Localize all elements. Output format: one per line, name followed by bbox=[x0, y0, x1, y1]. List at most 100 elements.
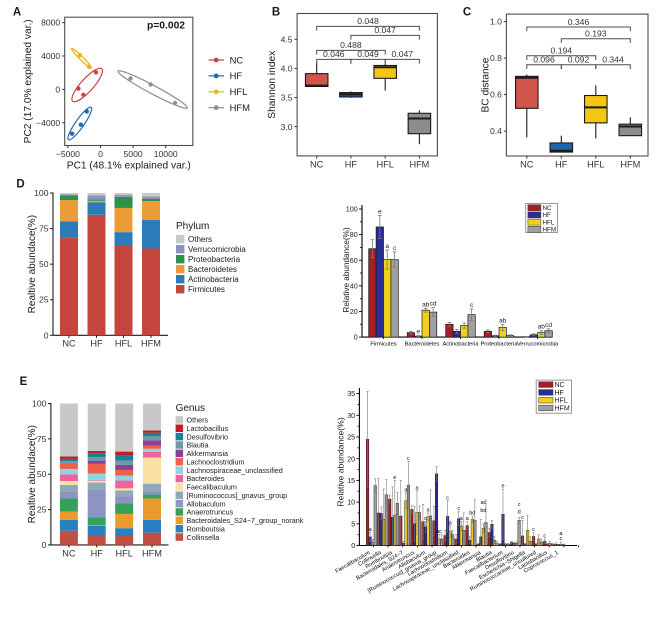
svg-text:Genus: Genus bbox=[176, 403, 205, 414]
svg-text:100: 100 bbox=[34, 188, 49, 198]
svg-text:Allobaculum: Allobaculum bbox=[187, 499, 226, 508]
svg-text:0.048: 0.048 bbox=[357, 16, 379, 26]
svg-text:0.047: 0.047 bbox=[392, 49, 414, 59]
svg-text:30: 30 bbox=[347, 411, 355, 420]
svg-text:ab: ab bbox=[422, 301, 430, 308]
svg-text:50: 50 bbox=[37, 469, 47, 479]
svg-text:3.5: 3.5 bbox=[281, 93, 293, 103]
svg-text:0.096: 0.096 bbox=[533, 55, 555, 65]
svg-text:a: a bbox=[449, 521, 453, 527]
svg-text:HFL: HFL bbox=[115, 339, 132, 349]
svg-text:Blautia: Blautia bbox=[187, 441, 209, 450]
svg-text:a: a bbox=[426, 508, 430, 514]
svg-text:HFL: HFL bbox=[377, 159, 394, 169]
svg-text:NC: NC bbox=[310, 159, 324, 169]
svg-text:4000: 4000 bbox=[41, 51, 60, 61]
svg-text:20: 20 bbox=[347, 454, 355, 463]
svg-text:Akkermansia: Akkermansia bbox=[187, 449, 229, 458]
svg-text:c: c bbox=[518, 502, 521, 508]
svg-text:Anaerotruncus: Anaerotruncus bbox=[187, 508, 234, 517]
svg-text:HFM: HFM bbox=[543, 227, 557, 234]
svg-text:20: 20 bbox=[350, 307, 358, 316]
svg-text:25: 25 bbox=[39, 295, 49, 305]
svg-text:c: c bbox=[521, 515, 524, 521]
svg-text:ab: ab bbox=[538, 324, 546, 331]
svg-text:Realtive abundace(%): Realtive abundace(%) bbox=[27, 215, 38, 313]
svg-text:0.346: 0.346 bbox=[568, 17, 590, 27]
svg-text:bd: bd bbox=[469, 511, 475, 517]
svg-text:5000: 5000 bbox=[124, 149, 143, 159]
svg-text:HFL: HFL bbox=[230, 86, 248, 97]
svg-text:−4000: −4000 bbox=[36, 118, 60, 128]
svg-text:HFM: HFM bbox=[409, 159, 429, 169]
svg-text:Collinsella: Collinsella bbox=[187, 533, 220, 542]
svg-text:ac: ac bbox=[436, 529, 442, 535]
svg-text:a: a bbox=[415, 485, 419, 491]
svg-text:a: a bbox=[404, 488, 408, 494]
svg-text:Proteobacteria: Proteobacteria bbox=[188, 255, 241, 264]
svg-text:Desulfovibrio: Desulfovibrio bbox=[187, 432, 229, 441]
svg-text:25: 25 bbox=[347, 433, 355, 442]
svg-text:NC: NC bbox=[520, 160, 534, 170]
svg-text:0.092: 0.092 bbox=[568, 55, 590, 65]
svg-text:ab: ab bbox=[499, 317, 507, 324]
svg-text:0.194: 0.194 bbox=[551, 46, 573, 56]
svg-text:0.344: 0.344 bbox=[602, 55, 624, 65]
svg-text:8000: 8000 bbox=[41, 18, 60, 28]
svg-text:0.4: 0.4 bbox=[490, 126, 502, 136]
svg-text:a: a bbox=[466, 516, 470, 522]
svg-text:a: a bbox=[460, 516, 464, 522]
svg-text:HFL: HFL bbox=[587, 160, 604, 170]
svg-text:Firmicutes: Firmicutes bbox=[370, 342, 396, 348]
svg-text:A: A bbox=[13, 7, 21, 19]
svg-text:0.193: 0.193 bbox=[585, 29, 607, 39]
svg-text:B: B bbox=[272, 7, 280, 19]
svg-text:e: e bbox=[501, 484, 504, 490]
svg-text:0: 0 bbox=[351, 541, 355, 550]
svg-text:Relative abundance(%): Relative abundance(%) bbox=[342, 227, 351, 312]
svg-text:Actinobacteria: Actinobacteria bbox=[188, 275, 239, 284]
svg-text:HFL: HFL bbox=[543, 219, 555, 226]
svg-text:e: e bbox=[378, 208, 382, 215]
svg-text:HF: HF bbox=[90, 339, 103, 349]
svg-text:bd: bd bbox=[480, 508, 486, 514]
svg-text:e: e bbox=[416, 329, 420, 336]
svg-text:cd: cd bbox=[545, 322, 552, 329]
svg-text:Faecalibaculum: Faecalibaculum bbox=[187, 483, 237, 492]
svg-text:5: 5 bbox=[351, 519, 355, 528]
svg-text:HFL: HFL bbox=[555, 398, 568, 405]
svg-text:c: c bbox=[393, 245, 397, 252]
svg-text:0: 0 bbox=[98, 149, 103, 159]
svg-text:15: 15 bbox=[347, 476, 355, 485]
svg-text:4.5: 4.5 bbox=[281, 34, 293, 44]
svg-text:HF: HF bbox=[345, 159, 358, 169]
svg-text:HFM: HFM bbox=[142, 549, 162, 559]
svg-text:a: a bbox=[369, 527, 373, 533]
svg-text:Others: Others bbox=[188, 235, 212, 244]
svg-text:0.046: 0.046 bbox=[323, 49, 345, 59]
svg-text:HF: HF bbox=[230, 70, 243, 81]
svg-text:Lactobacillus: Lactobacillus bbox=[187, 424, 229, 433]
svg-text:10: 10 bbox=[347, 498, 355, 507]
svg-text:D: D bbox=[16, 179, 24, 191]
svg-text:Phylum: Phylum bbox=[176, 221, 209, 232]
svg-text:Others: Others bbox=[187, 416, 209, 425]
svg-text:Actinobacteria: Actinobacteria bbox=[442, 342, 479, 348]
svg-text:−5000: −5000 bbox=[56, 149, 80, 159]
svg-text:BC distance: BC distance bbox=[480, 57, 491, 112]
svg-text:0: 0 bbox=[354, 333, 358, 342]
svg-text:10000: 10000 bbox=[154, 149, 178, 159]
svg-text:HF: HF bbox=[555, 390, 564, 397]
svg-text:d: d bbox=[518, 510, 521, 516]
svg-text:HF: HF bbox=[543, 212, 552, 219]
svg-text:Verrucomicrobia: Verrucomicrobia bbox=[517, 342, 559, 348]
svg-text:80: 80 bbox=[350, 230, 358, 239]
svg-text:50: 50 bbox=[39, 259, 49, 269]
svg-text:HFM: HFM bbox=[230, 102, 250, 113]
svg-text:Proteobacteria: Proteobacteria bbox=[481, 342, 519, 348]
svg-text:c: c bbox=[543, 534, 546, 540]
svg-text:0.8: 0.8 bbox=[490, 53, 502, 63]
svg-text:Realtive abundace(%): Realtive abundace(%) bbox=[27, 425, 38, 523]
svg-text:c: c bbox=[532, 527, 535, 533]
svg-text:Bacteroides: Bacteroides bbox=[187, 474, 225, 483]
